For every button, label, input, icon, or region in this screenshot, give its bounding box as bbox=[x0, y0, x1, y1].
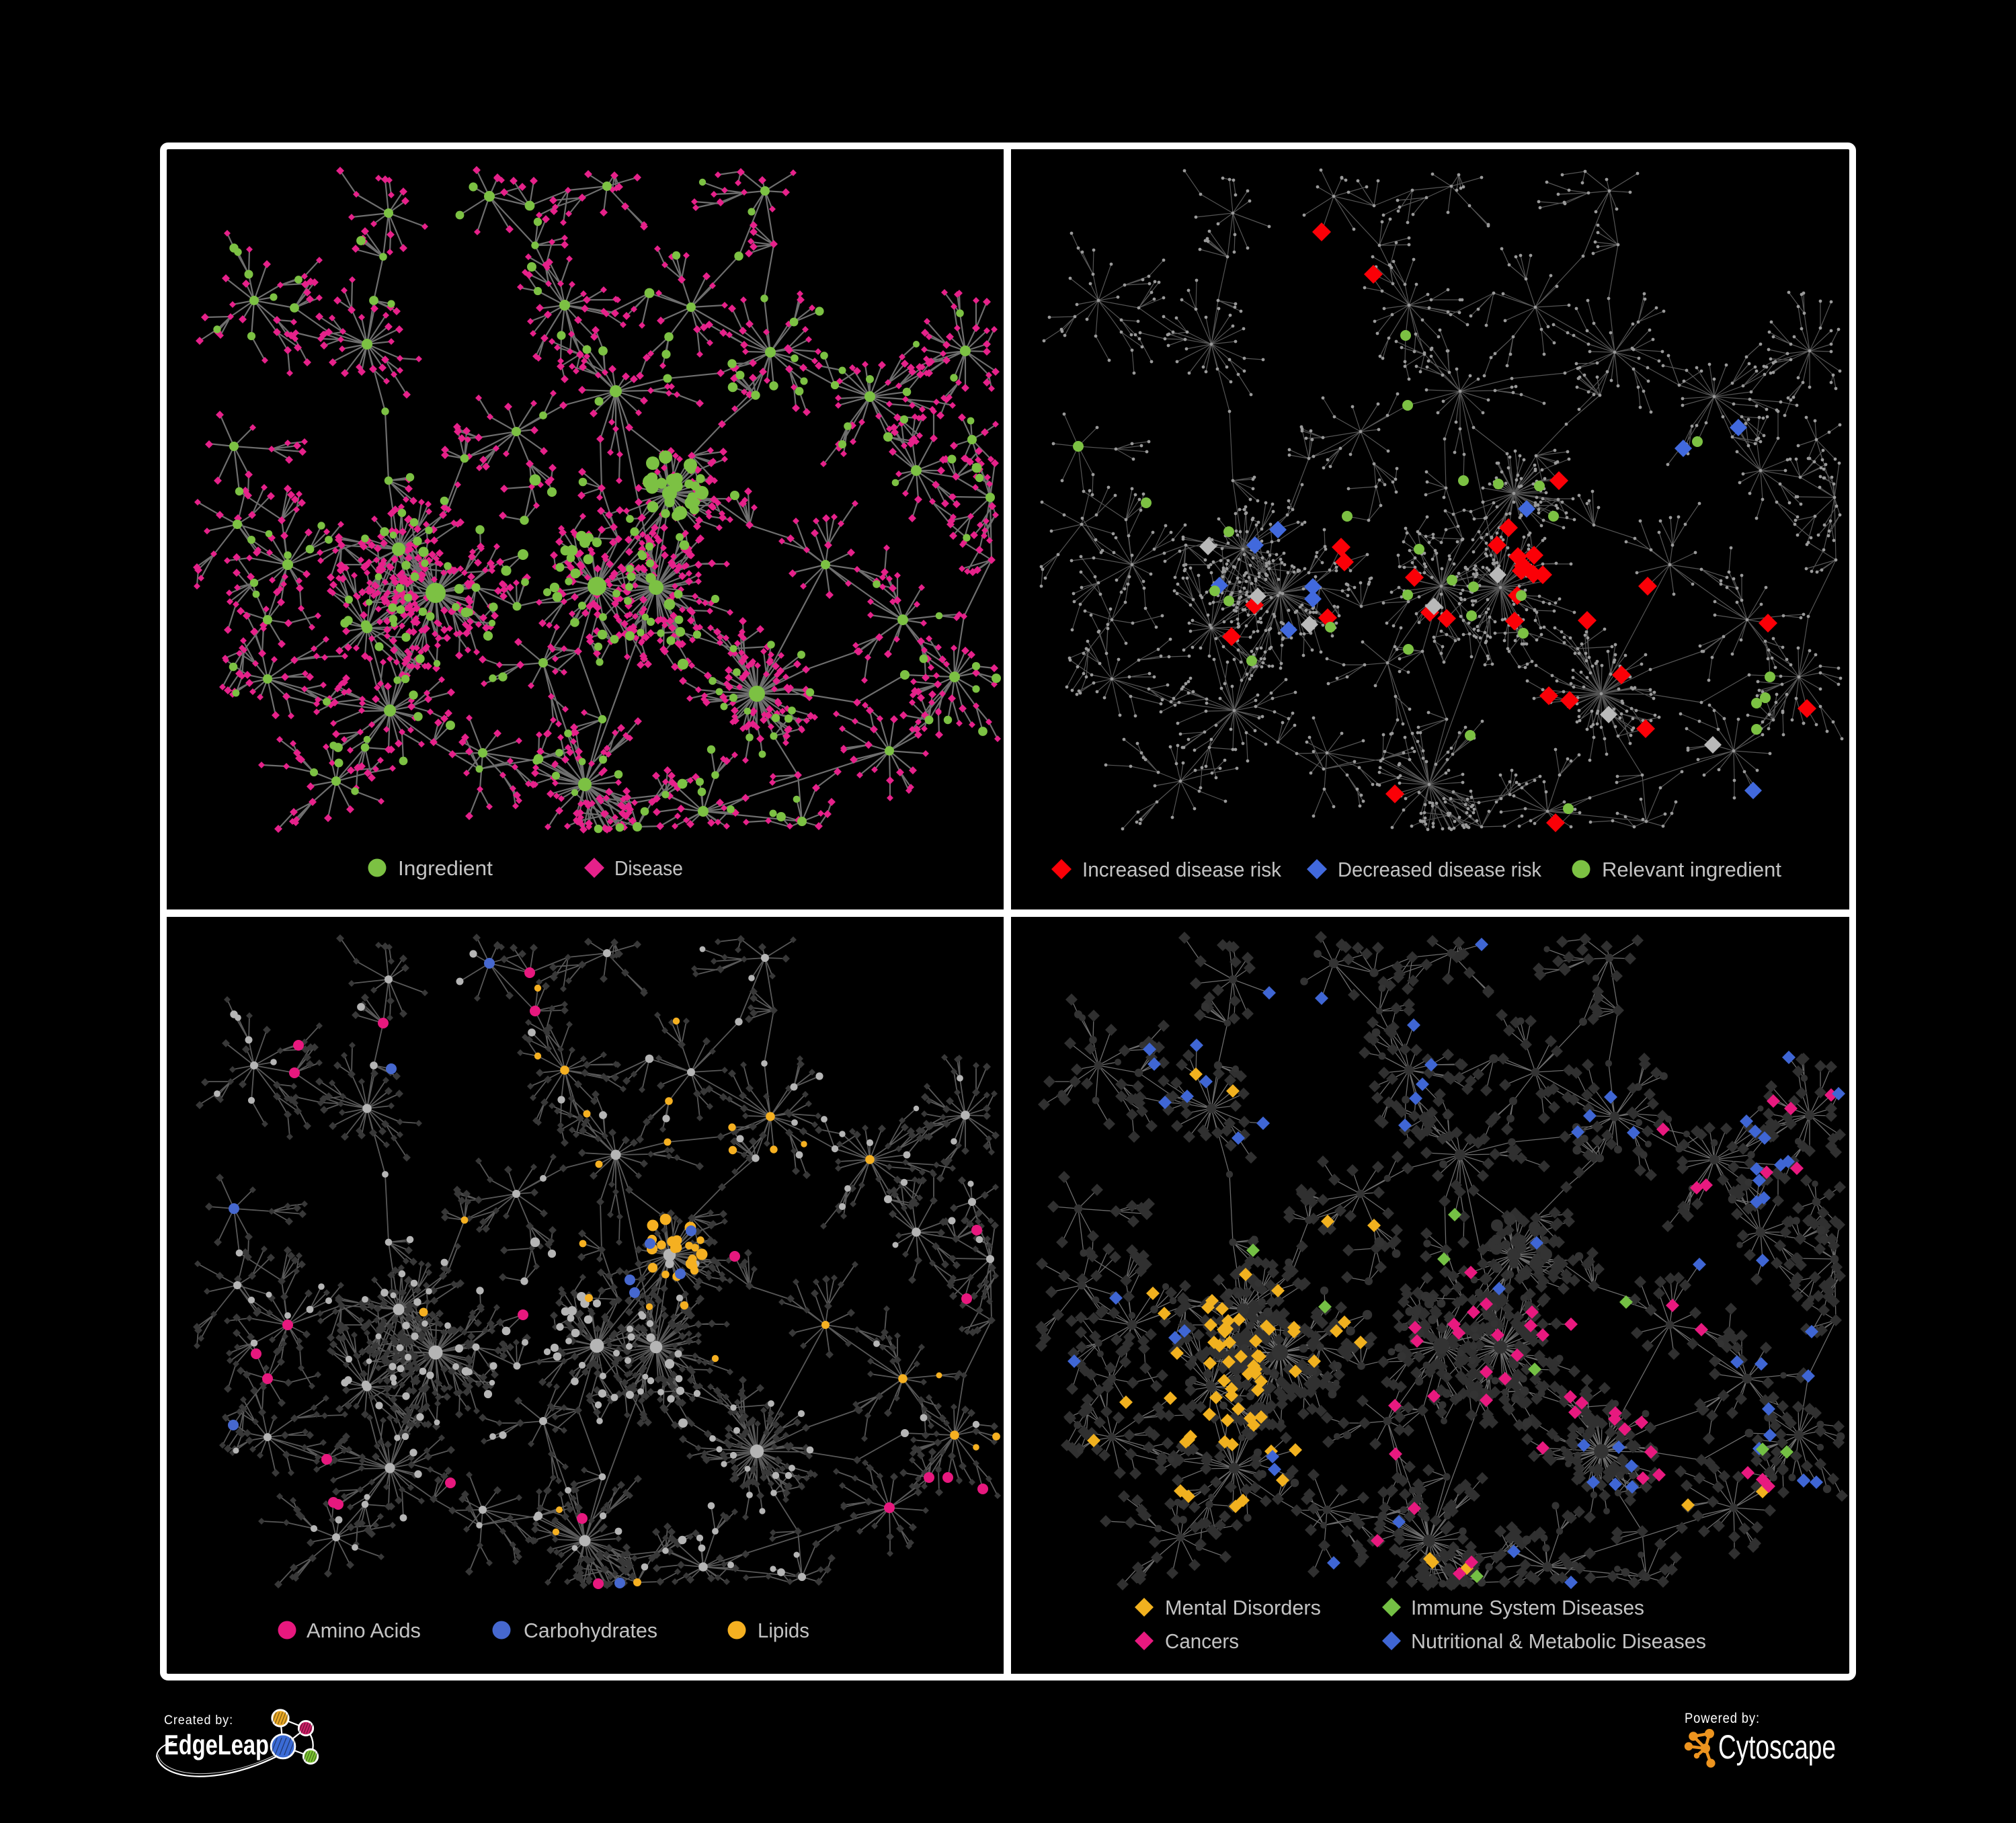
svg-text:Increased disease risk: Increased disease risk bbox=[1082, 858, 1281, 881]
svg-text:Disease: Disease bbox=[614, 856, 683, 880]
svg-text:EdgeLeap: EdgeLeap bbox=[164, 1729, 269, 1760]
svg-text:Nutritional & Metabolic Diseas: Nutritional & Metabolic Diseases bbox=[1411, 1629, 1706, 1653]
svg-text:Cancers: Cancers bbox=[1165, 1629, 1239, 1653]
svg-text:Mental Disorders: Mental Disorders bbox=[1165, 1596, 1321, 1619]
svg-text:Ingredient: Ingredient bbox=[398, 856, 493, 880]
svg-text:Created by:: Created by: bbox=[164, 1713, 233, 1728]
svg-text:Amino Acids: Amino Acids bbox=[307, 1619, 421, 1642]
svg-text:Relevant ingredient: Relevant ingredient bbox=[1602, 858, 1781, 881]
svg-text:Powered by:: Powered by: bbox=[1685, 1711, 1760, 1726]
svg-text:Carbohydrates: Carbohydrates bbox=[524, 1619, 657, 1642]
svg-text:Decreased disease risk: Decreased disease risk bbox=[1338, 858, 1541, 881]
svg-text:Lipids: Lipids bbox=[758, 1619, 809, 1642]
svg-text:Immune System Diseases: Immune System Diseases bbox=[1411, 1596, 1644, 1619]
svg-text:Cytoscape: Cytoscape bbox=[1718, 1728, 1836, 1766]
